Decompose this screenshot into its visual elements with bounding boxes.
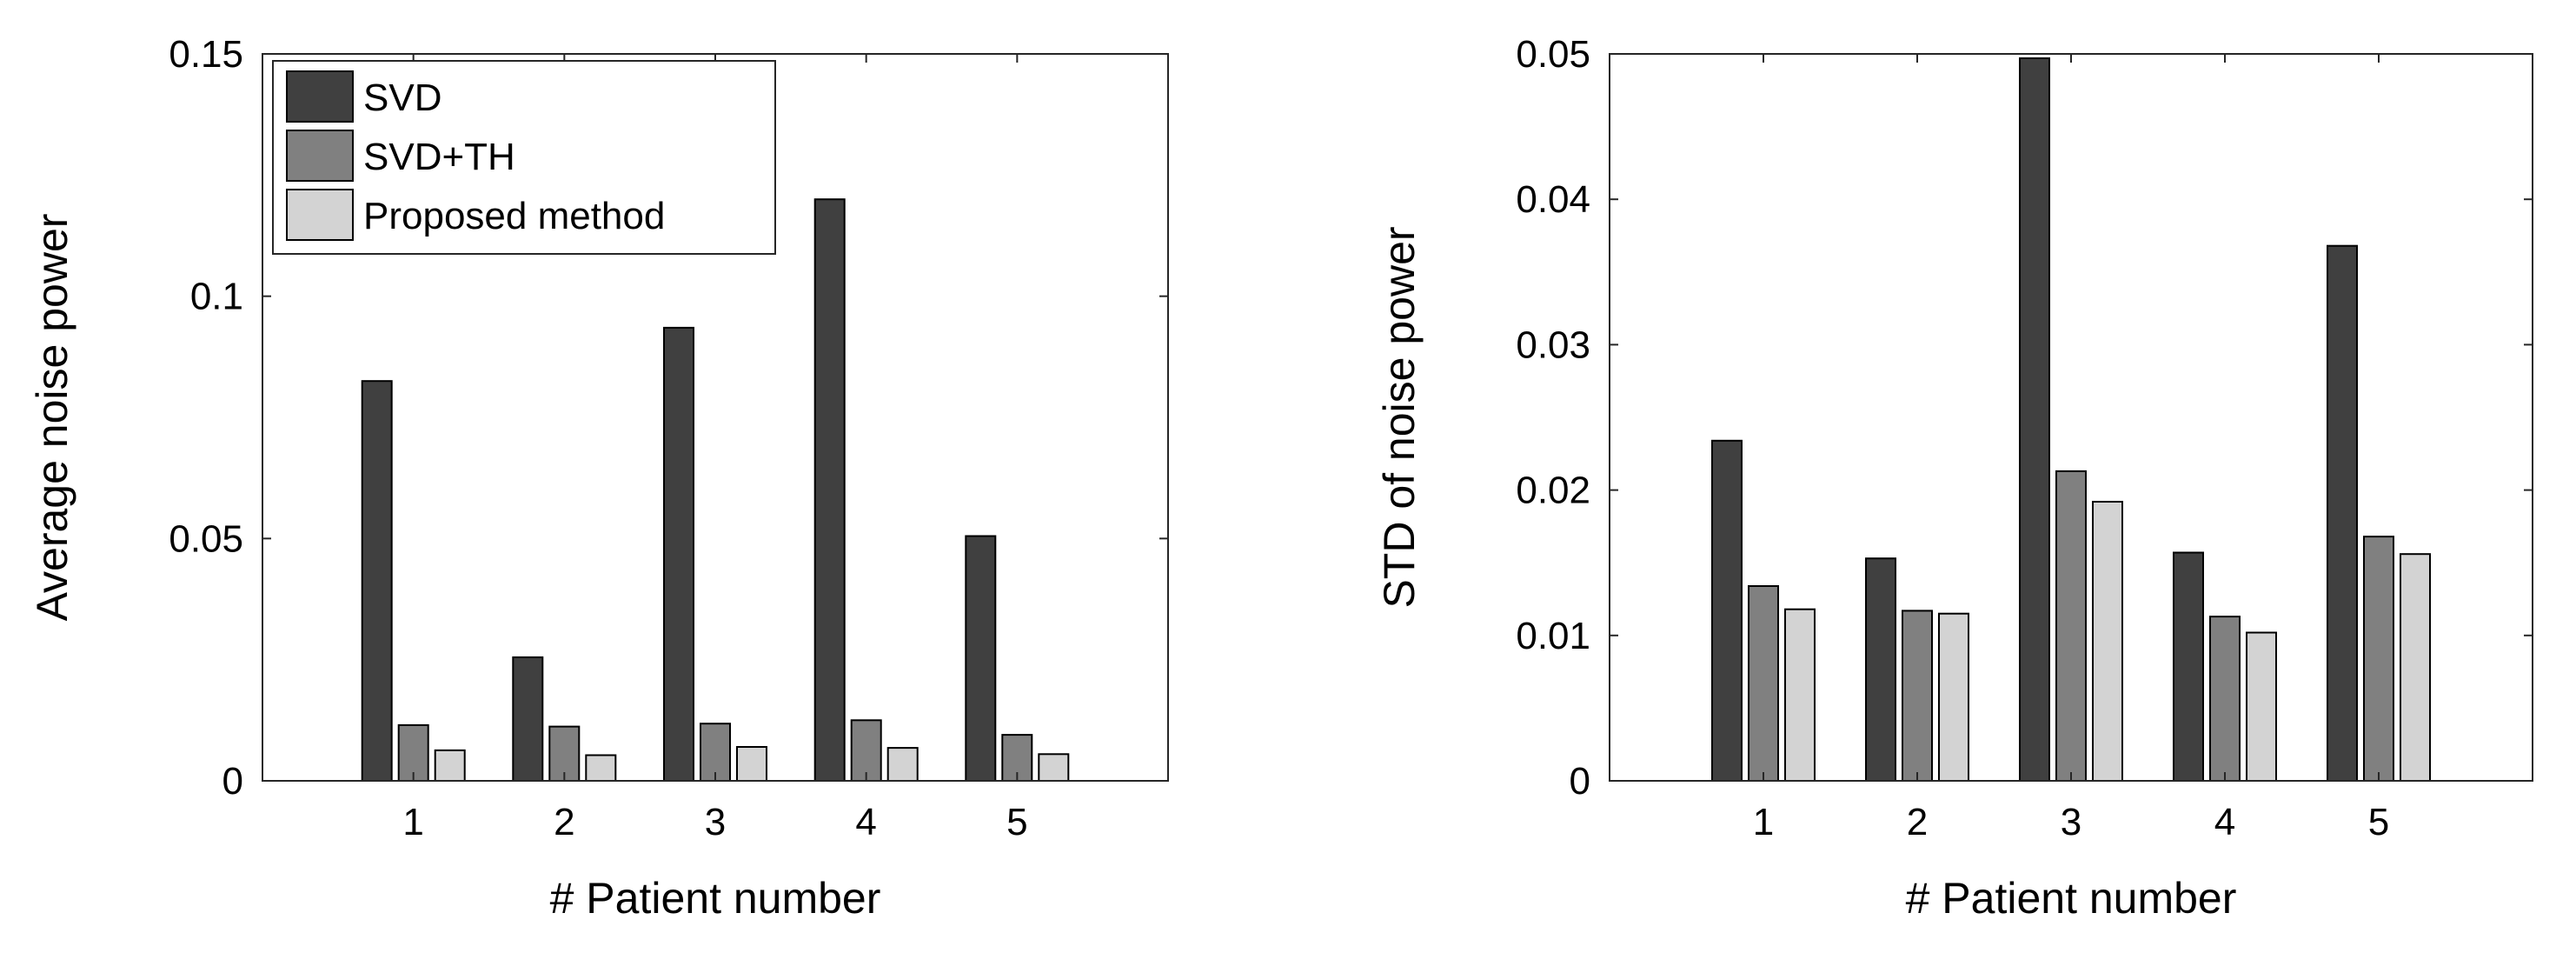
y-tick-label: 0.15 [169,33,243,76]
x-tick-label: 2 [1907,801,1928,843]
y-tick-label: 0 [1570,760,1590,803]
y-tick-label: 0.05 [169,517,243,560]
bar-proposed-method-patient-5 [2400,553,2431,782]
bar-svd-th-patient-1 [1748,585,1779,782]
x-tick-label: 3 [705,801,726,843]
bar-svd-th-patient-4 [2209,616,2241,782]
y-tick-label: 0.03 [1516,323,1590,366]
legend-box [272,60,776,255]
x-axis-label: # Patient number [1906,874,2237,923]
bar-svd-patient-2 [512,656,544,783]
x-tick-label: 3 [2061,801,2081,843]
x-tick-label: 2 [554,801,574,843]
bar-svd-th-patient-3 [700,723,731,783]
average-noise-power-chart: 0 0.05 0.1 0.15 1 2 3 4 5 # Patient number Average… [28,33,1169,923]
bar-svd-patient-4 [813,198,846,782]
y-tick-label: 0.02 [1516,470,1590,512]
bar-svd-patient-4 [2173,551,2204,782]
bar-proposed-method-patient-2 [1938,612,1969,783]
y-tick-label: 0.04 [1516,178,1590,221]
x-tick-label: 4 [855,801,876,843]
std-noise-power-chart: 0 0.01 0.02 0.03 0.04 0.05 1 2 3 4 5 # Patient numb… [1375,33,2533,923]
bar-svd-patient-2 [1865,557,1896,783]
bar-proposed-method-patient-3 [2092,501,2123,782]
bar-svd-patient-5 [2327,244,2358,782]
y-tick-label: 0 [222,760,243,803]
legend: SVD SVD+TH Proposed method [272,60,776,255]
bar-proposed-method-patient-2 [585,754,617,782]
bar-svd-th-patient-2 [1902,610,1933,783]
bar-svd-th-patient-1 [397,723,429,783]
x-tick-label: 1 [1753,801,1774,843]
bar-svd-patient-3 [2019,57,2050,782]
bar-proposed-method-patient-4 [886,747,919,782]
legend-label: SVD [363,77,442,119]
x-tick-label: 4 [2214,801,2235,843]
bar-proposed-method-patient-3 [736,746,767,782]
bar-proposed-method-patient-1 [1784,608,1816,783]
legend-swatch-svd [286,70,354,123]
bar-proposed-method-patient-1 [434,749,466,783]
bar-svd-patient-5 [965,535,997,782]
x-tick-label: 5 [1006,801,1027,843]
y-tick-label: 0.05 [1516,33,1590,76]
legend-swatch-proposed-method [286,189,354,241]
x-tick-label: 1 [402,801,423,843]
legend-swatch-svd-th [286,130,354,182]
y-tick-label: 0.01 [1516,615,1590,657]
y-axis-label: Average noise power [28,214,76,622]
bar-svd-th-patient-3 [2055,470,2087,783]
bar-svd-th-patient-4 [850,719,882,782]
bar-svd-patient-3 [663,326,694,782]
y-tick-label: 0.1 [190,276,243,318]
bar-svd-patient-1 [1711,439,1743,782]
bar-svd-th-patient-5 [2363,536,2394,782]
y-axis-label: STD of noise power [1375,226,1424,608]
legend-label: SVD+TH [363,136,515,178]
x-tick-label: 5 [2368,801,2389,843]
legend-label: Proposed method [363,195,665,237]
bar-svd-patient-1 [361,380,393,782]
bar-proposed-method-patient-4 [2246,631,2277,782]
x-axis-label: # Patient number [550,874,881,923]
bar-proposed-method-patient-5 [1038,753,1070,782]
